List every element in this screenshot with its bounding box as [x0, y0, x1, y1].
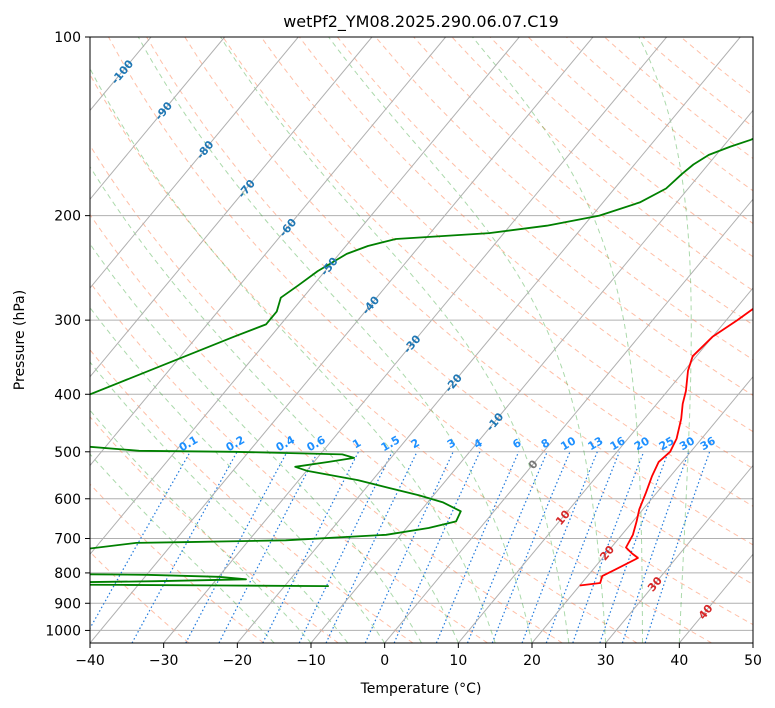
x-tick-label: 20 [523, 653, 541, 669]
y-tick-label: 1000 [45, 623, 81, 639]
skewed-isotherm [310, 109, 753, 643]
moist-adiabat [90, 306, 386, 643]
moist-adiabat [90, 67, 496, 643]
mixing-ratio-line [298, 451, 393, 643]
y-tick-label: 700 [54, 532, 81, 548]
skewed-isotherm [163, 37, 668, 643]
x-tick-label: 10 [449, 653, 467, 669]
y-tick-label: 100 [54, 30, 81, 46]
dry-adiabat [90, 483, 264, 643]
moist-adiabat [137, 37, 533, 643]
x-tick-label: 30 [597, 653, 615, 669]
skewed-isotherm [90, 37, 299, 289]
dry-adiabat [90, 213, 563, 643]
dry-adiabat [90, 144, 638, 643]
x-tick-label: 50 [744, 653, 762, 669]
x-tick-label: 0 [380, 653, 389, 669]
mixing-ratio-line [393, 451, 481, 643]
mixing-ratio-line [644, 451, 711, 643]
moist-adiabat [90, 409, 312, 643]
mixing-ratio-line [599, 451, 669, 643]
mixing-ratio-line [521, 451, 598, 643]
skewed-isotherm [90, 37, 226, 201]
dry-adiabat [90, 281, 488, 643]
mixing-ratio-line [262, 451, 360, 643]
dry-adiabat [337, 37, 753, 396]
temperature-profile-line [579, 307, 753, 587]
dry-adiabat [108, 37, 753, 626]
plot-frame [89, 36, 754, 644]
mixing-ratio-line [572, 451, 645, 643]
x-tick-label: −10 [296, 653, 326, 669]
moist-adiabats [90, 37, 692, 643]
skewed-isotherm [90, 37, 520, 556]
y-tick-label: 400 [54, 387, 81, 403]
dry-adiabat [222, 37, 753, 507]
y-tick-label: 900 [54, 596, 81, 612]
x-tick-label: −30 [149, 653, 179, 669]
skewed-isotherm [90, 37, 447, 467]
dry-adiabat [146, 37, 753, 585]
skewed-isotherm [236, 37, 741, 643]
skewed-isotherm [90, 37, 373, 378]
moist-adiabat [638, 37, 692, 643]
moist-adiabat [472, 37, 643, 643]
x-tick-label: −40 [75, 653, 105, 669]
profile-series [90, 137, 753, 587]
y-tick-label: 600 [54, 492, 81, 508]
dry-adiabat [90, 551, 190, 643]
skewed-isotherm [752, 642, 753, 643]
skewed-isotherm [384, 198, 753, 643]
skewed-isotherm [0, 37, 4, 643]
moist-adiabat [328, 37, 607, 643]
y-tick-label: 800 [54, 566, 81, 582]
y-tick-label: 500 [54, 445, 81, 461]
axis-ticks: −40 −30 −20 −10 0 10 20 30 40 50 100 200 300 400 500 60… [45, 30, 762, 669]
chart-title: wetPf2_YM08.2025.290.06.07.C19 [283, 12, 559, 32]
moist-adiabat [90, 243, 422, 643]
skewed-isotherm [605, 464, 753, 643]
dewpoint-profile-line [90, 137, 753, 587]
x-tick-label: 40 [670, 653, 688, 669]
mixing-ratio-line [621, 451, 690, 643]
x-axis-label: Temperature (°C) [360, 681, 482, 697]
dry-adiabat [413, 37, 753, 326]
x-tick-label: −20 [223, 653, 253, 669]
mixing-ratio-line [435, 451, 520, 643]
y-tick-label: 200 [54, 209, 81, 225]
mixing-ratio-line [545, 451, 620, 643]
mixing-ratio-lines [90, 451, 711, 643]
skewed-isotherm [531, 375, 753, 643]
mixing-ratio-line [466, 451, 548, 643]
moist-adiabat [220, 37, 570, 643]
moist-adiabat [90, 453, 275, 643]
moist-adiabat [90, 361, 349, 643]
y-axis-label: Pressure (hPa) [12, 290, 28, 390]
moist-adiabat [90, 165, 459, 643]
y-tick-label: 300 [54, 313, 81, 329]
mixing-ratio-line [185, 451, 288, 643]
